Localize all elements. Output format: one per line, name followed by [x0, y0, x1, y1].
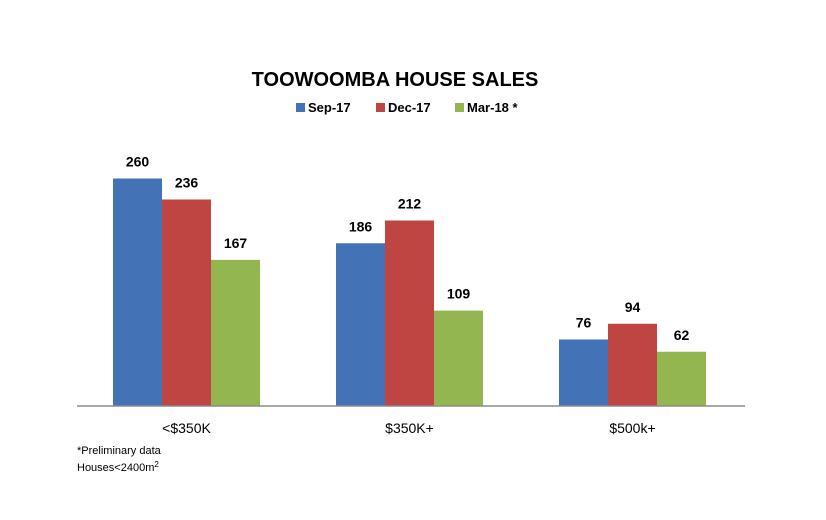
bar-350k-mar-18: [434, 310, 483, 406]
chart-title: TOOWOOMBA HOUSE SALES: [252, 69, 539, 91]
x-tick-label-350k: $350K+: [385, 420, 434, 436]
data-label-350k-mar-18: 109: [447, 286, 471, 302]
footnote-preliminary: *Preliminary data: [77, 445, 162, 457]
bar-350k-dec-17: [162, 199, 211, 406]
legend: Sep-17 Dec-17 Mar-18 *: [296, 100, 519, 115]
bar-350k-mar-18: [211, 259, 260, 406]
x-tick-label-350k: <$350K: [162, 420, 211, 436]
data-label-350k-sep-17: 260: [126, 154, 150, 170]
x-tick-label-500k: $500k+: [609, 420, 655, 436]
legend-swatch-dec-17: [376, 103, 385, 112]
data-labels-group: 260 236 167 186 212 109 76 94 62: [126, 154, 690, 343]
bar-350k-dec-17: [385, 220, 434, 406]
bar-500k-mar-18: [657, 351, 706, 406]
footnote-superscript: 2: [154, 460, 159, 469]
data-label-500k-dec-17: 94: [625, 299, 641, 315]
bars-group: [113, 178, 706, 406]
data-label-350k-sep-17: 186: [349, 218, 373, 234]
legend-label-dec-17: Dec-17: [388, 100, 431, 115]
x-tick-labels: <$350K $350K+ $500k+: [162, 420, 656, 436]
legend-swatch-mar-18: [455, 103, 464, 112]
data-label-500k-mar-18: 62: [674, 327, 690, 343]
footnote-houses-text: Houses<2400m: [77, 462, 154, 474]
legend-label-mar-18: Mar-18 *: [467, 100, 519, 115]
data-label-350k-dec-17: 236: [175, 175, 199, 191]
bar-500k-sep-17: [559, 339, 608, 406]
data-label-500k-sep-17: 76: [576, 315, 592, 331]
data-label-350k-dec-17: 212: [398, 196, 422, 212]
legend-label-sep-17: Sep-17: [308, 100, 351, 115]
bar-350k-sep-17: [113, 178, 162, 406]
bar-350k-sep-17: [336, 243, 385, 406]
footnote-houses: Houses<2400m2: [77, 460, 159, 474]
legend-swatch-sep-17: [296, 103, 305, 112]
bar-500k-dec-17: [608, 323, 657, 406]
data-label-350k-mar-18: 167: [224, 235, 248, 251]
